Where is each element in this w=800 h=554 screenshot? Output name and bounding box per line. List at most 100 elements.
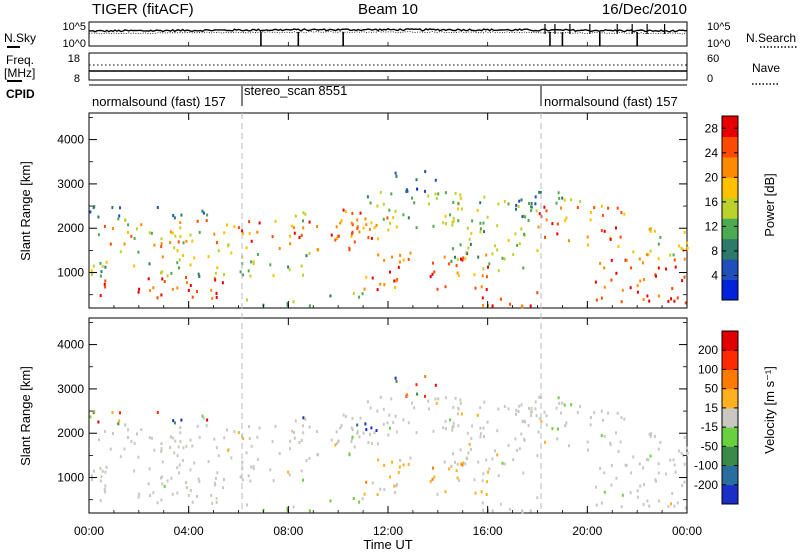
power-cell bbox=[393, 279, 396, 283]
velocity-cell bbox=[179, 440, 182, 444]
power-cell bbox=[534, 202, 537, 206]
velocity-cell bbox=[246, 503, 248, 507]
power-cell bbox=[169, 230, 172, 234]
velocity-cell bbox=[428, 407, 430, 411]
freq-label-line1: Freq. bbox=[6, 53, 34, 67]
power-cell bbox=[136, 227, 138, 231]
power-cell bbox=[459, 193, 462, 197]
colorbar-segment bbox=[722, 350, 738, 370]
power-cell bbox=[353, 240, 356, 244]
power-cell bbox=[451, 223, 454, 227]
velocity-cell bbox=[191, 444, 194, 448]
power-cell bbox=[342, 208, 345, 212]
velocity-cell bbox=[249, 479, 252, 483]
power-cell bbox=[538, 190, 541, 194]
power-cell bbox=[269, 263, 272, 267]
velocity-cell bbox=[528, 407, 530, 410]
power-cell bbox=[595, 298, 598, 302]
velocity-cell bbox=[685, 446, 688, 450]
velocity-cell bbox=[470, 436, 473, 440]
power-cell bbox=[468, 237, 471, 241]
power-cell bbox=[576, 206, 579, 209]
power-cell bbox=[371, 276, 374, 280]
velocity-cell bbox=[587, 448, 589, 452]
velocity-cell bbox=[479, 406, 482, 410]
freq-left-tick-top: 18 bbox=[68, 53, 80, 65]
velocity-cell bbox=[576, 411, 579, 414]
noise-search-trace bbox=[88, 31, 688, 35]
power-cell bbox=[466, 226, 469, 230]
velocity-cell bbox=[196, 495, 198, 498]
power-cell bbox=[528, 202, 530, 205]
power-cell bbox=[665, 267, 668, 271]
power-cell bbox=[623, 212, 626, 216]
velocity-cell bbox=[416, 392, 419, 396]
velocity-cell bbox=[625, 463, 628, 467]
velocity-cell bbox=[623, 417, 626, 421]
power-cell bbox=[667, 299, 670, 303]
velocity-cell bbox=[467, 451, 470, 455]
noise-sky-trace bbox=[88, 27, 688, 33]
power-cell bbox=[543, 205, 546, 209]
power-cell bbox=[457, 207, 459, 211]
colorbar-tick-label: 100 bbox=[698, 362, 718, 376]
power-cell bbox=[182, 241, 185, 245]
velocity-cell bbox=[649, 454, 652, 458]
velocity-cell bbox=[667, 504, 670, 508]
velocity-cell bbox=[211, 501, 214, 505]
power-cell bbox=[242, 232, 245, 236]
power-cell bbox=[370, 236, 373, 240]
velocity-cell bbox=[673, 504, 676, 508]
velocity-cell bbox=[457, 479, 460, 482]
velocity-cell bbox=[358, 500, 361, 504]
power-cell bbox=[389, 221, 391, 225]
velocity-cell bbox=[394, 491, 397, 494]
velocity-cell bbox=[568, 444, 570, 448]
power-cell bbox=[193, 256, 196, 260]
power-cell bbox=[459, 196, 462, 200]
power-cell bbox=[152, 286, 155, 290]
velocity-cell bbox=[670, 502, 672, 506]
velocity-cell bbox=[684, 506, 687, 510]
x-tick-label: 04:00 bbox=[174, 524, 204, 538]
power-cell bbox=[625, 258, 628, 262]
power-cell bbox=[565, 216, 568, 220]
velocity-data bbox=[89, 375, 689, 514]
power-cell bbox=[161, 255, 164, 259]
velocity-cell bbox=[589, 416, 592, 419]
power-cell bbox=[163, 280, 166, 283]
power-cell bbox=[480, 285, 483, 289]
power-cell bbox=[521, 215, 524, 219]
power-cell bbox=[599, 261, 602, 265]
power-cell bbox=[555, 201, 558, 205]
power-cell bbox=[433, 270, 436, 274]
power-cell bbox=[201, 209, 204, 213]
power-cell bbox=[206, 213, 209, 217]
power-cell bbox=[330, 233, 333, 237]
power-cell bbox=[233, 225, 236, 229]
velocity-cell bbox=[520, 509, 523, 513]
velocity-cell bbox=[488, 467, 491, 471]
x-axis-ticks: 00:00 04:00 08:00 12:00 16:00 20:00 00:00 bbox=[74, 42, 702, 538]
power-cell bbox=[153, 243, 156, 247]
velocity-cell bbox=[399, 458, 402, 462]
velocity-cell bbox=[482, 472, 485, 476]
power-cell bbox=[639, 279, 642, 283]
velocity-cell bbox=[564, 424, 567, 428]
velocity-cell bbox=[248, 425, 251, 429]
power-cell bbox=[556, 222, 559, 226]
power-cell bbox=[443, 255, 446, 259]
power-cell bbox=[364, 217, 367, 221]
power-cell bbox=[105, 260, 108, 264]
velocity-cell bbox=[579, 405, 582, 409]
velocity-cell bbox=[402, 463, 405, 467]
velocity-cell bbox=[247, 474, 250, 478]
velocity-cell bbox=[227, 448, 230, 452]
power-cell bbox=[161, 277, 164, 281]
velocity-cell bbox=[383, 488, 386, 492]
power-cell bbox=[405, 190, 408, 193]
power-cell bbox=[302, 226, 305, 230]
velocity-cell bbox=[395, 484, 398, 488]
velocity-cell bbox=[369, 432, 371, 436]
velocity-cell bbox=[269, 468, 272, 472]
